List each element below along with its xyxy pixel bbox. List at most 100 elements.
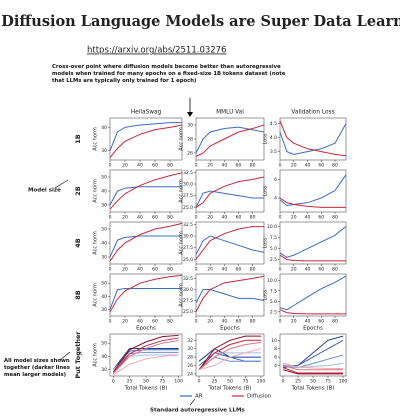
series-line <box>112 351 179 370</box>
y-tick-label: 3.5 <box>270 149 277 155</box>
x-tick-label: 0 <box>109 163 112 169</box>
subplot-title: Validation Loss <box>291 110 334 116</box>
y-axis-label: Loss <box>263 289 269 300</box>
x-tick-label: 80 <box>250 267 256 273</box>
x-tick-label: 100 <box>174 379 183 385</box>
x-tick-label: 0 <box>109 267 112 273</box>
y-axis-label: Acc norm <box>93 127 99 151</box>
x-tick-label: 0 <box>279 215 282 221</box>
plot-frame <box>279 169 347 213</box>
x-tick-label: 75 <box>243 379 249 385</box>
url[interactable]: https://arxiv.org/abs/2511.03276 <box>87 46 226 56</box>
x-tick-label: 80 <box>167 319 173 325</box>
series-line <box>112 337 179 374</box>
x-tick-label: 20 <box>207 319 213 325</box>
series-line <box>195 126 265 154</box>
x-tick-label: 20 <box>207 267 213 273</box>
row-label: Put Together <box>74 331 82 379</box>
x-tick-label: 0 <box>279 319 282 325</box>
x-tick-label: 75 <box>159 379 165 385</box>
x-tick-label: 60 <box>236 319 242 325</box>
series-line <box>109 124 183 158</box>
y-tick-label: 10 <box>271 338 277 344</box>
series-line <box>279 275 347 311</box>
x-tick-label: 80 <box>332 163 338 169</box>
together-note: All model sizes shown together (darker l… <box>4 358 70 378</box>
y-tick-label: 27.5 <box>183 245 193 251</box>
y-tick-label: 30 <box>101 203 107 209</box>
title: Diffusion Language Models are Super Data… <box>1 13 400 30</box>
y-tick-label: 26 <box>187 151 193 157</box>
row-label: 1B <box>74 134 82 144</box>
y-tick-label: 30 <box>101 367 107 373</box>
subplot-title: HellaSwag <box>131 110 162 116</box>
x-tick-label: 100 <box>257 379 266 385</box>
x-tick-label: 60 <box>318 215 324 221</box>
plot-frame <box>109 117 183 161</box>
series-line <box>282 362 344 369</box>
y-tick-label: 50 <box>101 227 107 233</box>
row-label: 4B <box>74 238 82 248</box>
row-label: 8B <box>74 290 82 300</box>
series-line <box>198 335 261 370</box>
y-axis-label: Acc norm <box>179 179 185 203</box>
standard-note: Standard autoregressive LLMs <box>150 408 245 414</box>
x-tick-label: 50 <box>143 379 149 385</box>
y-tick-label: 7.5 <box>270 235 277 241</box>
y-tick-label: 6 <box>274 177 277 183</box>
x-tick-label: 20 <box>291 163 297 169</box>
model-size-note: Model size <box>28 188 61 194</box>
y-tick-label: 10.0 <box>267 224 277 230</box>
x-tick-label: 40 <box>137 215 143 221</box>
series-line <box>113 354 179 376</box>
series-line <box>282 367 343 374</box>
y-tick-label: 8 <box>274 346 277 352</box>
y-axis-label: Acc norm <box>93 231 99 255</box>
x-tick-label: 80 <box>332 215 338 221</box>
plot-frame <box>109 221 183 265</box>
y-tick-label: 25.0 <box>183 257 193 263</box>
series-line <box>112 334 179 373</box>
x-tick-label: 0 <box>279 267 282 273</box>
row-label: 2B <box>74 186 82 196</box>
y-tick-label: 2.5 <box>270 309 277 315</box>
series-line <box>279 254 346 262</box>
y-tick-label: 6 <box>274 355 277 361</box>
crossover-note: Cross-over point where diffusion models … <box>52 64 286 84</box>
series-line <box>282 369 343 375</box>
x-tick-label: 20 <box>122 215 128 221</box>
x-tick-label: 0 <box>195 319 198 325</box>
y-axis-label: Acc norm <box>179 127 185 151</box>
y-tick-label: 40 <box>101 125 107 131</box>
x-tick-label: 0 <box>198 379 201 385</box>
y-axis-label: Loss <box>263 133 269 144</box>
x-tick-label: 20 <box>122 163 128 169</box>
y-tick-label: 30.0 <box>183 182 193 188</box>
y-tick-label: 32.5 <box>183 222 193 228</box>
series-line <box>195 226 264 260</box>
y-axis-label: Loss <box>263 185 269 196</box>
y-tick-label: 30.0 <box>183 234 193 240</box>
y-tick-label: 30 <box>101 255 107 261</box>
plot-frame <box>195 273 265 317</box>
series-line <box>279 120 347 157</box>
note-box: Cross-over point where diffusion models … <box>52 64 286 84</box>
x-axis-label: Epochs <box>136 326 156 332</box>
x-tick-label: 60 <box>318 163 324 169</box>
series-line <box>195 235 265 255</box>
x-axis-label: Epochs <box>220 326 240 332</box>
x-tick-label: 60 <box>236 163 242 169</box>
x-tick-label: 0 <box>195 163 198 169</box>
x-tick-label: 20 <box>291 267 297 273</box>
x-tick-label: 60 <box>152 267 158 273</box>
x-tick-label: 0 <box>195 267 198 273</box>
x-tick-label: 60 <box>318 267 324 273</box>
series-line <box>282 365 343 371</box>
x-tick-label: 40 <box>305 319 311 325</box>
x-tick-label: 60 <box>236 215 242 221</box>
x-tick-label: 20 <box>207 163 213 169</box>
series-line <box>279 309 346 315</box>
arrow <box>189 398 196 406</box>
x-tick-label: 0 <box>109 319 112 325</box>
x-tick-label: 0 <box>282 379 285 385</box>
